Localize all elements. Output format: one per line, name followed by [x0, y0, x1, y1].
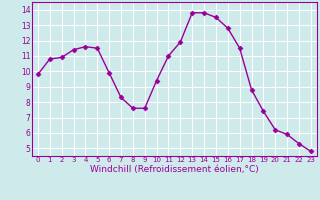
X-axis label: Windchill (Refroidissement éolien,°C): Windchill (Refroidissement éolien,°C) — [90, 165, 259, 174]
